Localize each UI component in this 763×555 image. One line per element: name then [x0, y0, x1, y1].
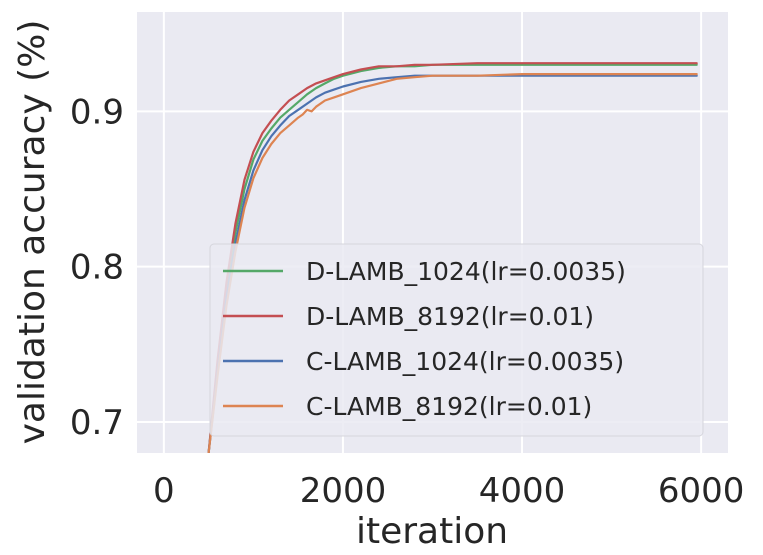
x-tick-labels: 0 2000 4000 6000 — [153, 471, 744, 511]
x-axis-label: iteration — [356, 511, 508, 552]
series-line-1 — [207, 62, 698, 453]
y-tick-label-1: 0.8 — [70, 248, 124, 288]
legend: D-LAMB_1024(lr=0.0035) D-LAMB_8192(lr=0.0… — [209, 243, 704, 437]
y-axis-label: validation accuracy (%) — [12, 20, 53, 445]
legend-label-1: D-LAMB_8192(lr=0.01) — [306, 302, 594, 331]
x-tick-label-0: 0 — [153, 471, 175, 511]
legend-label-2: C-LAMB_1024(lr=0.0035) — [306, 347, 624, 376]
y-tick-label-2: 0.9 — [70, 92, 124, 132]
series-line-3 — [207, 72, 698, 453]
legend-label-0: D-LAMB_1024(lr=0.0035) — [306, 257, 626, 286]
y-tick-labels: 0.7 0.8 0.9 — [70, 92, 124, 443]
x-tick-label-1: 2000 — [300, 471, 387, 511]
x-tick-label-2: 4000 — [479, 471, 566, 511]
series-line-0 — [207, 63, 698, 453]
legend-label-3: C-LAMB_8192(lr=0.01) — [306, 392, 592, 421]
series-layer — [207, 62, 698, 453]
x-tick-label-3: 6000 — [658, 471, 745, 511]
y-tick-label-0: 0.7 — [70, 403, 124, 443]
legend-box — [209, 243, 704, 437]
